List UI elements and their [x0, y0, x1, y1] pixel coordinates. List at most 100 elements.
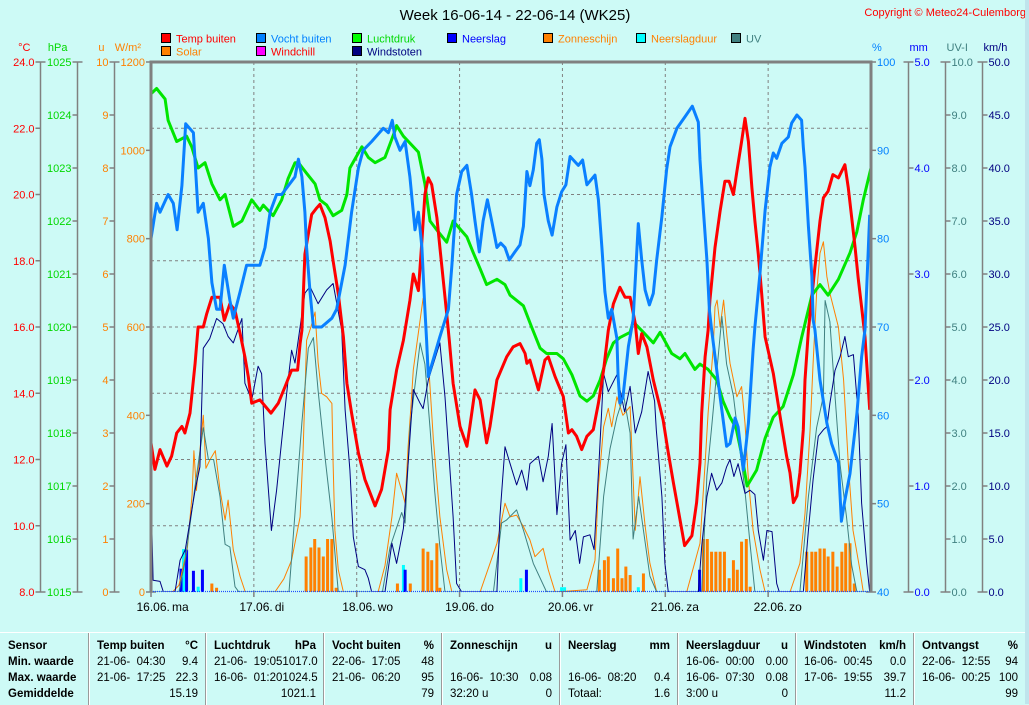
zonneschijn-bar [701, 539, 705, 592]
zonneschijn-bar [810, 551, 814, 592]
max-timestamp: 21-06- 17:25 [97, 672, 166, 684]
stats-avg-row: 1021.1 [214, 686, 316, 702]
tick-label: 25.0 [989, 322, 1010, 334]
max-value: 0.08 [765, 672, 788, 684]
tick-label: 1022 [47, 216, 71, 228]
row-label-header: Sensor [8, 640, 47, 652]
legend-label: Windchill [271, 47, 315, 59]
zonneschijn-bar [309, 547, 313, 592]
tick-label: 1015 [47, 587, 71, 599]
legend-label: Luchtdruk [367, 34, 416, 46]
sensor-unit: hPa [294, 640, 316, 652]
sensor-unit: mm [649, 640, 670, 652]
zonneschijn-bar [435, 543, 439, 592]
tick-label: 1018 [47, 428, 71, 440]
tick-label: 0 [102, 587, 108, 599]
row-label-avg: Gemiddelde [8, 688, 74, 700]
zonneschijn-bar [641, 573, 645, 592]
zonneschijn-bar [722, 551, 726, 592]
max-timestamp: 16-06- 01:20 [214, 672, 283, 684]
zonneschijn-bar [852, 583, 856, 592]
tick-label: 1023 [47, 163, 71, 175]
sensor-unit: % [423, 640, 434, 652]
tick-label: 14.0 [13, 388, 34, 400]
zonneschijn-bar [744, 539, 748, 592]
legend-label: Zonneschijn [558, 34, 617, 46]
x-date-label: 17.06. [239, 600, 272, 614]
legend-item-luchtdruk: Luchtdruk [352, 33, 416, 46]
neerslagduur-bar [196, 586, 200, 592]
axis-unit-label: % [872, 42, 882, 54]
neerslagduur-bar [636, 587, 640, 592]
legend-swatch [447, 33, 457, 43]
zonneschijn-bar [313, 539, 317, 592]
legend-item-temp-buiten: Temp buiten [161, 33, 236, 46]
tick-label: 24.0 [13, 57, 34, 69]
series-windstoten [151, 283, 871, 592]
tick-label: 200 [127, 499, 145, 511]
stats-min-row [450, 654, 552, 670]
tick-label: 1 [102, 534, 108, 546]
max-value: 100 [998, 672, 1018, 684]
legend-item-vocht-buiten: Vocht buiten [256, 33, 332, 46]
axis-uv: UV-I 10.0 9.0 8.0 7.0 6.0 5.0 4.0 3.0 2.0 1.0 0.0 [940, 42, 973, 599]
window-edge [1025, 0, 1029, 704]
zonneschijn-bar [805, 551, 809, 592]
legend-swatch [636, 33, 646, 43]
neerslag-bar [185, 549, 189, 592]
tick-label: 1.0 [915, 481, 930, 493]
max-timestamp: 17-06- 19:55 [804, 672, 873, 684]
legend-swatch [352, 46, 362, 56]
zonneschijn-bar [714, 551, 718, 592]
zonneschijn-bar [840, 551, 844, 592]
axis-pressure: hPa 1025 1024 1023 1022 1021 1020 1019 1018 1017 1… [47, 42, 83, 599]
tick-label: 1016 [47, 534, 71, 546]
sensor-unit: km/h [879, 640, 906, 652]
legend-label: Vocht buiten [271, 34, 332, 46]
min-timestamp: 16-06- 00:45 [804, 656, 873, 668]
tick-label: 7 [102, 216, 108, 228]
legend-label: UV [746, 34, 762, 46]
tick-label: 1.0 [952, 534, 967, 546]
tick-label: 0.0 [989, 587, 1004, 599]
sensor-name: Windstoten [804, 640, 867, 652]
windstoten-line [151, 283, 871, 592]
axis-unit-label: °C [18, 42, 30, 54]
zonneschijn-bar [438, 587, 442, 592]
tick-label: 9 [102, 110, 108, 122]
min-timestamp: 22-06- 12:55 [922, 656, 991, 668]
legend-swatch [256, 33, 266, 43]
stats-column-vocht-buiten: Vocht buiten% 22-06- 17:05 48 21-06- 06:20 9… [323, 633, 441, 705]
tick-label: 8.0 [952, 163, 967, 175]
sensor-name: Neerslag [568, 640, 617, 652]
zonneschijn-bar [705, 539, 709, 592]
legend-item-solar: Solar [161, 46, 202, 59]
avg-value: 15.19 [169, 688, 198, 700]
tick-label: 9.0 [952, 110, 967, 122]
series-vocht-buiten [151, 104, 871, 523]
sensor-unit: u [544, 640, 552, 652]
x-date-label: 21.06. [651, 600, 684, 614]
tick-label: 3 [102, 428, 108, 440]
stats-header: Vocht buiten% [332, 638, 434, 654]
min-value: 9.4 [182, 656, 198, 668]
axis-wind: km/h 50.0 45.0 40.0 35.0 30.0 25.0 20.0 15.0 10.0… [977, 42, 1010, 599]
tick-label: 4.0 [915, 163, 930, 175]
zonneschijn-bar [304, 556, 308, 592]
neerslag-bar [524, 569, 528, 592]
legend-label: Windstoten [367, 47, 422, 59]
series-zonneschijn [210, 539, 856, 592]
x-axis-labels: 16.06. ma 17.06. di 18.06. wo 19.06. do 20.06. vr… [137, 592, 802, 614]
min-timestamp: 21-06- 19:05 [214, 656, 283, 668]
uv-line [151, 300, 871, 592]
max-timestamp: 21-06- 06:20 [332, 672, 401, 684]
zonneschijn-bar [831, 551, 835, 592]
axes: °C24.022.020.018.016.014.012.010.08.0hPa… [13, 42, 1010, 599]
vocht-buiten-line [151, 104, 871, 523]
series-luchtdruk [151, 87, 871, 488]
zonneschijn-bar [835, 566, 839, 592]
x-date-label: 18.06. [342, 600, 375, 614]
legend-item-neerslagduur: Neerslagduur [636, 33, 717, 46]
tick-label: 20.0 [989, 375, 1010, 387]
stats-row-label: Min. waarde [8, 654, 81, 670]
